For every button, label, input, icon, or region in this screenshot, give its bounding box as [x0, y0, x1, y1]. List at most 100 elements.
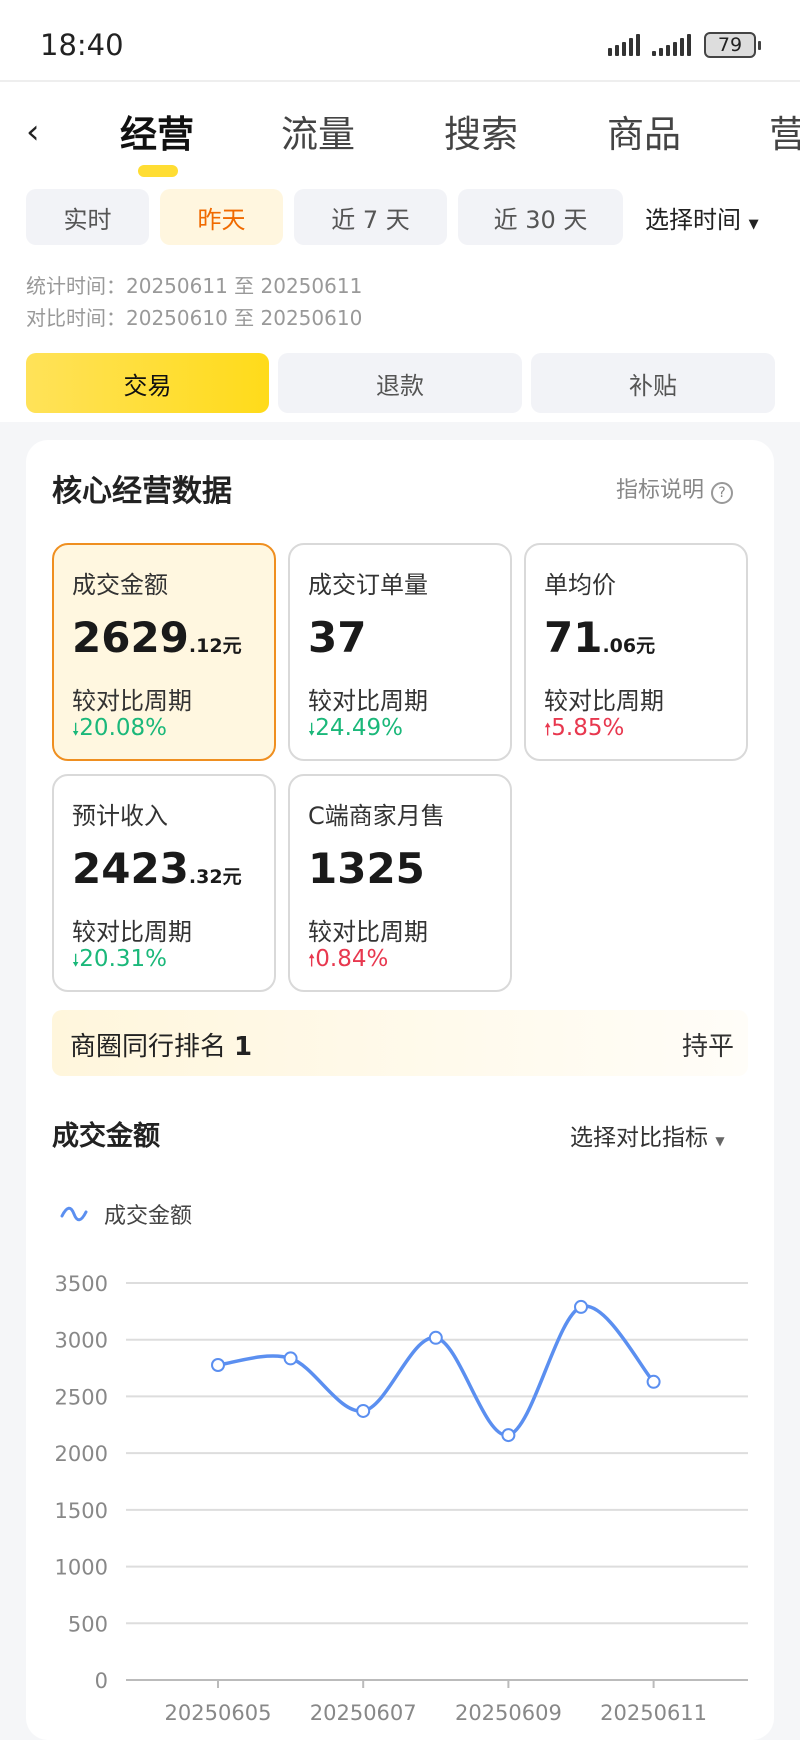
clock: 18:40 — [40, 28, 124, 62]
battery-icon: 79 — [704, 32, 761, 58]
segment-trade[interactable]: 交易 — [26, 353, 269, 413]
signal-icon — [608, 34, 640, 56]
filter-7-days[interactable]: 近 7 天 — [294, 189, 447, 245]
rank-bar: 商圈同行排名 1 持平 — [52, 1010, 748, 1076]
metric-card-gmv[interactable]: 成交金额 2629.12元 较对比周期 🠗20.08% — [52, 543, 276, 761]
filter-yesterday[interactable]: 昨天 — [160, 189, 283, 245]
metric-label: C端商家月售 — [308, 802, 445, 830]
time-picker[interactable]: 选择时间 ▼ — [645, 200, 759, 235]
metric-value: 37 — [308, 613, 366, 662]
metric-card-monthly-sales[interactable]: C端商家月售 1325 较对比周期 🠕0.84% — [288, 774, 512, 992]
filter-30-days[interactable]: 近 30 天 — [458, 189, 623, 245]
metric-int: 2423 — [72, 844, 189, 893]
arrow-down-icon: 🠗 — [72, 951, 80, 971]
x-tick-label: 20250611 — [600, 1701, 707, 1725]
x-tick-label: 20250607 — [310, 1701, 417, 1725]
tab-marketing[interactable]: 营 — [769, 113, 800, 156]
metric-decimal: .12元 — [188, 635, 242, 657]
metric-compare-label: 较对比周期 — [308, 687, 428, 715]
metric-compare-label: 较对比周期 — [72, 918, 192, 946]
status-bar: 18:40 79 — [0, 0, 800, 82]
help-label: 指标说明 — [616, 478, 705, 503]
metric-value: 1325 — [308, 844, 425, 893]
metric-value: 71.06元 — [544, 613, 655, 662]
metric-compare-label: 较对比周期 — [308, 918, 428, 946]
rank-label: 商圈同行排名 — [70, 1032, 227, 1062]
y-tick-label: 3500 — [55, 1272, 108, 1296]
filter-realtime[interactable]: 实时 — [26, 189, 149, 245]
data-point — [211, 1358, 225, 1373]
tab-business[interactable]: 经营 — [120, 113, 194, 156]
metric-change-value: 0.84% — [315, 946, 389, 972]
chart-legend: 成交金额 — [60, 1198, 192, 1230]
question-icon: ? — [711, 482, 734, 504]
metric-change: 🠕5.85% — [544, 715, 624, 746]
metric-change-value: 24.49% — [315, 715, 403, 741]
metric-decimal: .32元 — [188, 866, 242, 888]
metric-change-value: 20.31% — [79, 946, 167, 972]
tab-traffic[interactable]: 流量 — [281, 113, 355, 156]
metric-change-value: 5.85% — [551, 715, 625, 741]
metric-int: 37 — [308, 613, 367, 662]
y-tick-label: 2000 — [55, 1442, 108, 1466]
metric-change: 🠗20.08% — [72, 715, 167, 746]
chart-title: 成交金额 — [52, 1121, 160, 1152]
back-chevron-icon[interactable]: ‹ — [26, 112, 40, 152]
arrow-up-icon: 🠕 — [544, 720, 552, 740]
tab-search[interactable]: 搜索 — [444, 113, 518, 156]
line-chart: 0 500 1000 1500 2000 2500 3000 3500 20250605 2025… — [55, 1272, 748, 1725]
data-point — [501, 1428, 516, 1443]
y-tick-label: 500 — [68, 1612, 108, 1636]
metric-change-value: 20.08% — [79, 715, 167, 741]
metric-label: 预计收入 — [72, 802, 168, 830]
y-tick-label: 1500 — [55, 1499, 108, 1523]
legend-label: 成交金额 — [104, 1204, 193, 1229]
y-tick-label: 1000 — [55, 1556, 108, 1580]
data-point — [356, 1403, 371, 1418]
y-tick-label: 2500 — [55, 1385, 108, 1409]
metric-card-avg-price[interactable]: 单均价 71.06元 较对比周期 🠕5.85% — [524, 543, 748, 761]
compare-metric-label: 选择对比指标 — [570, 1125, 708, 1151]
caret-down-icon: ▼ — [715, 1134, 725, 1148]
section-title: 核心经营数据 — [52, 474, 232, 509]
signal-icon-2 — [652, 34, 691, 56]
metric-label: 成交金额 — [72, 571, 168, 599]
series-line — [217, 1304, 655, 1437]
metric-card-est-income[interactable]: 预计收入 2423.32元 较对比周期 🠗20.31% — [52, 774, 276, 992]
time-picker-label: 选择时间 — [645, 206, 741, 234]
data-point — [574, 1299, 588, 1314]
metric-help-link[interactable]: 指标说明 ? — [616, 472, 734, 504]
data-point — [283, 1351, 298, 1366]
metric-label: 单均价 — [544, 571, 616, 599]
metric-int: 71 — [544, 613, 603, 662]
metric-value: 2423.32元 — [72, 844, 242, 893]
metric-value: 2629.12元 — [72, 613, 242, 662]
arrow-down-icon: 🠗 — [72, 720, 80, 740]
metric-decimal: .06元 — [602, 635, 656, 657]
arrow-up-icon: 🠕 — [308, 951, 316, 971]
metric-compare-label: 较对比周期 — [544, 687, 664, 715]
metric-change: 🠕0.84% — [308, 946, 388, 977]
y-tick-label: 0 — [95, 1669, 108, 1693]
data-point — [428, 1330, 443, 1345]
metric-compare-label: 较对比周期 — [72, 687, 192, 715]
y-tick-label: 3000 — [55, 1329, 108, 1353]
stat-period: 统计时间：20250611 至 20250611 — [26, 274, 363, 298]
x-tick-label: 20250609 — [455, 1701, 562, 1725]
rank-status: 持平 — [681, 1032, 734, 1062]
data-point — [646, 1374, 661, 1389]
segment-subsidy[interactable]: 补贴 — [531, 353, 775, 413]
arrow-down-icon: 🠗 — [308, 720, 316, 740]
metric-change: 🠗20.31% — [72, 946, 167, 977]
metric-change: 🠗24.49% — [308, 715, 403, 746]
metric-int: 2629 — [72, 613, 189, 662]
segment-refund[interactable]: 退款 — [278, 353, 522, 413]
metric-int: 1325 — [308, 844, 425, 893]
rank-value: 1 — [234, 1032, 253, 1062]
tab-products[interactable]: 商品 — [607, 113, 681, 156]
active-tab-indicator — [138, 165, 178, 177]
metric-card-orders[interactable]: 成交订单量 37 较对比周期 🠗24.49% — [288, 543, 512, 761]
metric-label: 成交订单量 — [308, 571, 428, 599]
compare-period: 对比时间：20250610 至 20250610 — [26, 306, 363, 330]
compare-metric-picker[interactable]: 选择对比指标 ▼ — [570, 1118, 725, 1152]
